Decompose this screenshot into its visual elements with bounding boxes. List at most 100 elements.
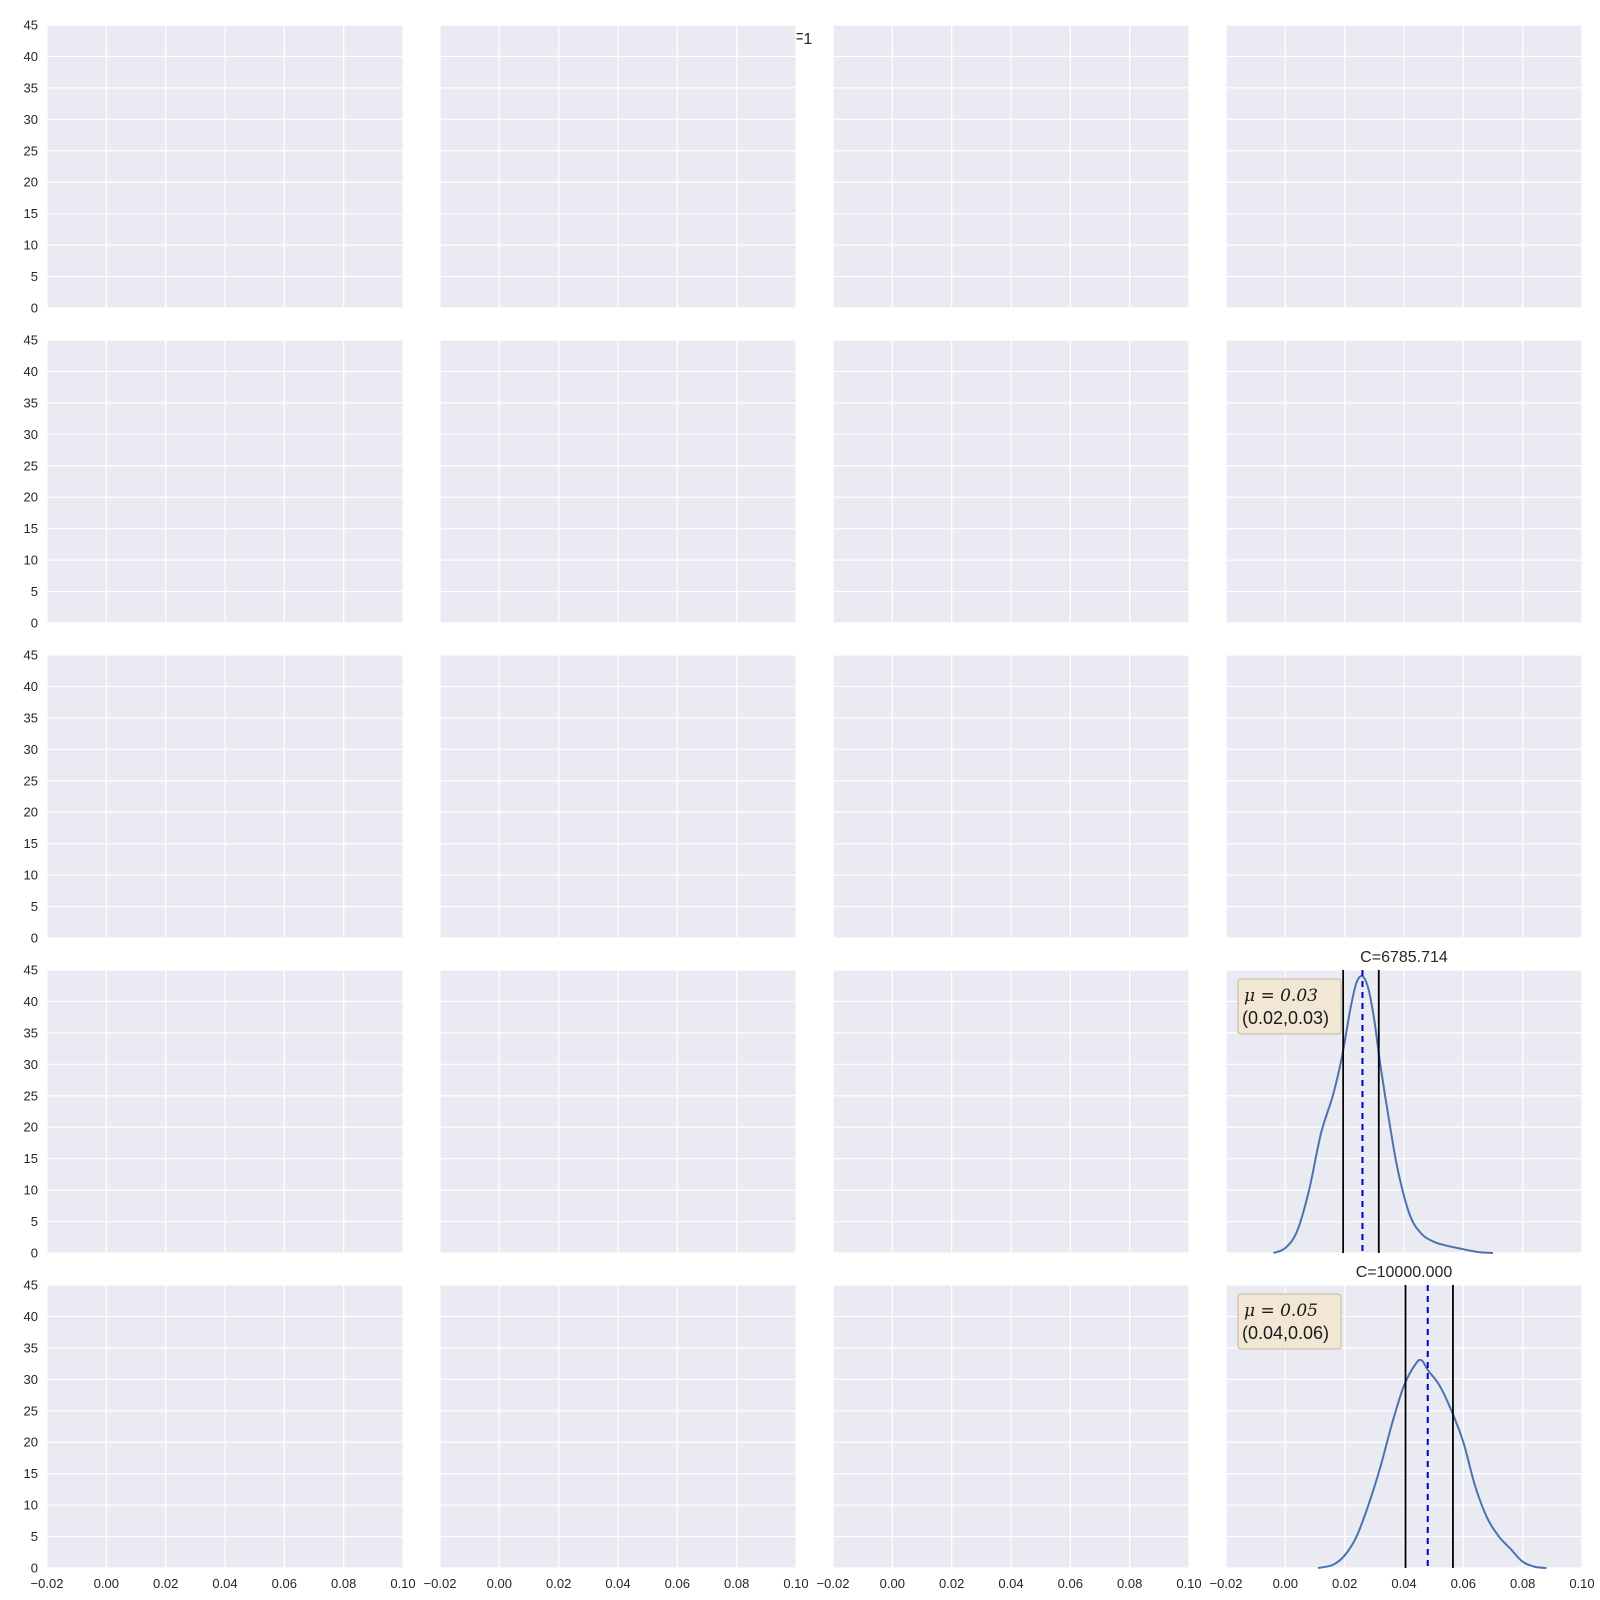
subplot-grid: 0 5 10 15 20 25 30 35 40 45 0 5 10 15 20 25 30 35 40 45 0 5 10…	[24, 18, 1595, 1592]
y-tick-label: 40	[24, 364, 38, 379]
subplot-r3-c4	[1226, 655, 1582, 938]
y-tick-label: 45	[24, 333, 38, 348]
x-tick-label: 0.08	[1510, 1576, 1535, 1591]
y-tick-label: 30	[24, 112, 38, 127]
y-tick-label: 40	[24, 1309, 38, 1324]
x-tick-label: 0.02	[1332, 1576, 1357, 1591]
mean-annotation: μ = 0.03	[1244, 986, 1318, 1006]
subplot-r2-c1: 0 5 10 15 20 25 30 35 40 45	[24, 333, 403, 631]
y-tick-label: 25	[24, 143, 38, 158]
y-tick-label: 45	[24, 18, 38, 33]
y-tick-label: 20	[24, 1435, 38, 1450]
x-tick-label: 0.04	[998, 1576, 1023, 1591]
x-tick-label: 0.00	[487, 1576, 512, 1591]
x-tick-label: −0.02	[817, 1576, 850, 1591]
y-tick-label: 45	[24, 963, 38, 978]
subplot-r1-c2	[440, 25, 796, 308]
y-tick-label: 10	[24, 553, 38, 568]
y-tick-label: 30	[24, 742, 38, 757]
y-tick-label: 10	[24, 1498, 38, 1513]
y-tick-label: 0	[31, 1246, 38, 1261]
y-tick-label: 25	[24, 1403, 38, 1418]
subplot-r1-c1: 0 5 10 15 20 25 30 35 40 45	[24, 18, 403, 316]
y-tick-label: 15	[24, 521, 38, 536]
y-tick-label: 20	[24, 490, 38, 505]
y-tick-label: 35	[24, 395, 38, 410]
x-tick-label: 0.04	[1391, 1576, 1416, 1591]
x-tick-label: 0.08	[724, 1576, 749, 1591]
mean-annotation: μ = 0.05	[1244, 1301, 1318, 1321]
y-tick-label: 35	[24, 1340, 38, 1355]
subplot-r5-c1: 0 5 10 15 20 25 30 35 40 45 −0.02 0.00 0.02 0.04 0.06 0…	[24, 1278, 416, 1592]
x-tick-label: 0.00	[1273, 1576, 1298, 1591]
x-tick-label: 0.04	[212, 1576, 237, 1591]
y-tick-label: 35	[24, 80, 38, 95]
x-tick-label: 0.06	[665, 1576, 690, 1591]
y-tick-label: 15	[24, 1151, 38, 1166]
y-tick-label: 5	[31, 1214, 38, 1229]
y-tick-label: 25	[24, 1088, 38, 1103]
y-tick-label: 40	[24, 994, 38, 1009]
x-tick-label: 0.10	[1569, 1576, 1594, 1591]
y-tick-label: 0	[31, 1561, 38, 1576]
subplot-r4-c1: 0 5 10 15 20 25 30 35 40 45	[24, 963, 403, 1261]
ci-annotation: (0.02,0.03)	[1242, 1008, 1329, 1028]
subplot-r3-c2	[440, 655, 796, 938]
x-tick-label: 0.00	[94, 1576, 119, 1591]
subplot-r3-c1: 051015202530354045	[24, 648, 403, 946]
y-tick-label: 30	[24, 1057, 38, 1072]
x-tick-label: 0.10	[1176, 1576, 1201, 1591]
subplot-r2-c3	[833, 340, 1189, 623]
y-tick-label: 0	[31, 931, 38, 946]
x-tick-label: 0.02	[939, 1576, 964, 1591]
subplot-r4-c2	[440, 970, 796, 1253]
x-tick-label: 0.04	[605, 1576, 630, 1591]
y-tick-label: 30	[24, 1372, 38, 1387]
y-tick-label: 45	[24, 648, 38, 663]
x-tick-label: 0.02	[546, 1576, 571, 1591]
x-tick-label: 0.02	[153, 1576, 178, 1591]
y-tick-label: 40	[24, 49, 38, 64]
y-tick-label: 5	[31, 899, 38, 914]
subplot-r1-c3	[833, 25, 1189, 308]
x-tick-label: 0.10	[390, 1576, 415, 1591]
subplot-r2-c2	[440, 340, 796, 623]
x-tick-label: 0.06	[272, 1576, 297, 1591]
x-tick-label: 0.06	[1451, 1576, 1476, 1591]
y-tick-label: 0	[31, 301, 38, 316]
y-tick-label: 15	[24, 206, 38, 221]
x-tick-label: 0.08	[1117, 1576, 1142, 1591]
ci-annotation: (0.04,0.06)	[1242, 1323, 1329, 1343]
y-tick-label: 15	[24, 1466, 38, 1481]
subplot-r1-c4	[1226, 25, 1582, 308]
y-tick-label: 20	[24, 175, 38, 190]
y-tick-label: 40	[24, 679, 38, 694]
panel-title: C=6785.714	[1360, 949, 1448, 966]
x-tick-label: 0.08	[331, 1576, 356, 1591]
y-tick-label: 5	[31, 269, 38, 284]
subplot-r4-c3	[833, 970, 1189, 1253]
panel-title: C=10000.000	[1356, 1264, 1453, 1281]
x-tick-label: −0.02	[424, 1576, 457, 1591]
y-tick-label: 10	[24, 238, 38, 253]
y-tick-label: 35	[24, 1025, 38, 1040]
subplot-r3-c3	[833, 655, 1189, 938]
y-tick-label: 10	[24, 868, 38, 883]
y-tick-label: 5	[31, 1529, 38, 1544]
y-tick-label: 0	[31, 616, 38, 631]
subplot-r5-c3: −0.02 0.00 0.02 0.04 0.06 0.08 0.10	[817, 1285, 1202, 1591]
subplot-r5-c2: −0.02 0.00 0.02 0.04 0.06 0.08 0.10	[424, 1285, 809, 1591]
y-tick-label: 10	[24, 1183, 38, 1198]
x-tick-label: 0.06	[1058, 1576, 1083, 1591]
x-tick-label: 0.10	[783, 1576, 808, 1591]
x-tick-label: −0.02	[31, 1576, 64, 1591]
y-tick-label: 45	[24, 1278, 38, 1293]
x-tick-label: 0.00	[880, 1576, 905, 1591]
y-tick-label: 20	[24, 1120, 38, 1135]
y-tick-label: 35	[24, 710, 38, 725]
y-tick-label: 30	[24, 427, 38, 442]
y-tick-label: 25	[24, 458, 38, 473]
y-tick-label: 20	[24, 805, 38, 820]
y-tick-label: 5	[31, 584, 38, 599]
